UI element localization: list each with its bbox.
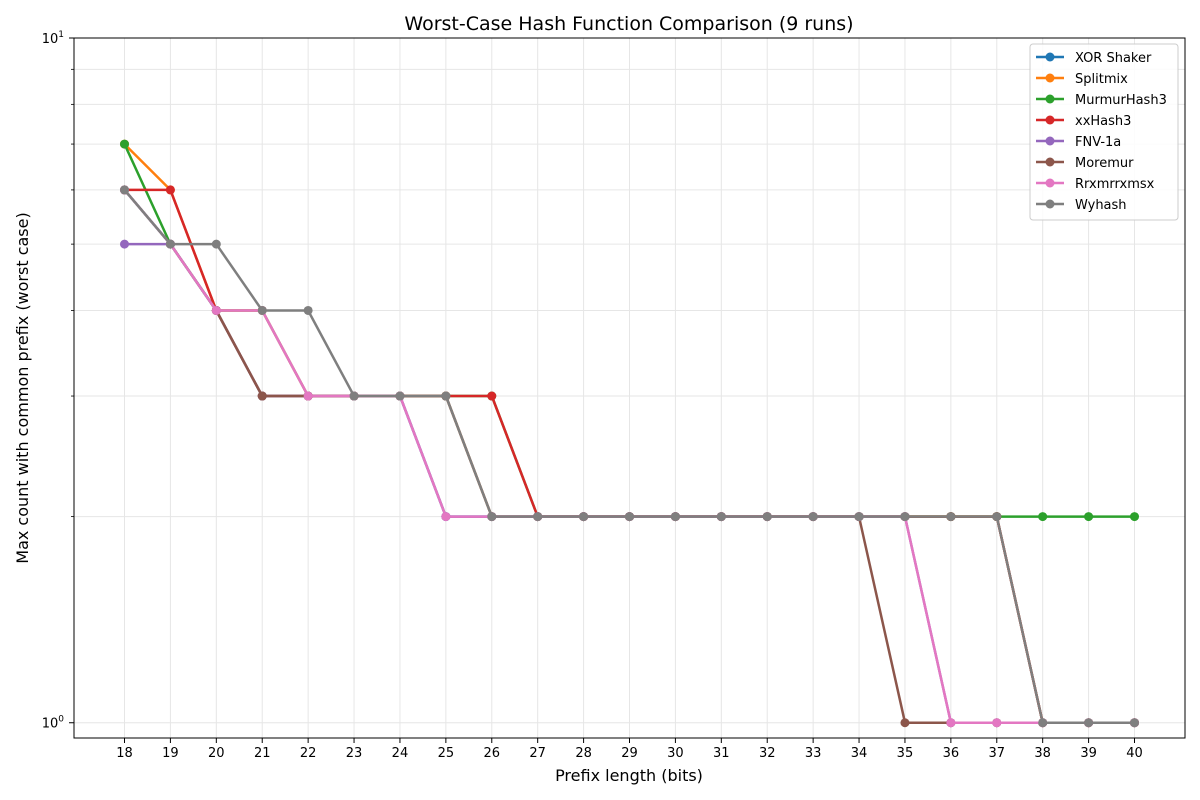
- legend-label: Splitmix: [1075, 72, 1128, 87]
- series-7: [120, 185, 1139, 728]
- data-point: [487, 391, 497, 401]
- x-tick-label: 29: [621, 746, 638, 761]
- data-point: [165, 239, 175, 249]
- data-point: [625, 512, 634, 522]
- data-point: [1130, 512, 1139, 522]
- legend-label: Rrxmrrxmsx: [1075, 177, 1155, 192]
- x-tick-label: 28: [575, 746, 592, 761]
- y-tick-label: 100: [42, 715, 65, 732]
- x-tick-label: 32: [759, 746, 776, 761]
- legend-item: Wyhash: [1036, 198, 1127, 213]
- y-tick-label: 101: [42, 30, 64, 47]
- x-tick-label: 23: [346, 746, 363, 761]
- data-point: [808, 512, 818, 522]
- data-point: [257, 391, 267, 401]
- data-point: [900, 512, 910, 522]
- legend-swatch-marker: [1045, 178, 1055, 188]
- data-point: [946, 512, 956, 522]
- data-point: [120, 139, 129, 149]
- data-point: [579, 512, 589, 522]
- x-tick-label: 26: [483, 746, 500, 761]
- legend-label: MurmurHash3: [1075, 93, 1167, 108]
- x-tick-label: 30: [667, 746, 684, 761]
- data-point: [992, 718, 1002, 728]
- x-tick-label: 20: [208, 746, 225, 761]
- legend-swatch-marker: [1045, 157, 1055, 167]
- legend-item: XOR Shaker: [1036, 51, 1152, 66]
- data-point: [303, 391, 313, 401]
- data-point: [441, 512, 451, 522]
- data-point: [533, 512, 543, 522]
- data-point: [303, 305, 313, 315]
- chart-title: Worst-Case Hash Function Comparison (9 r…: [404, 13, 853, 35]
- data-point: [1084, 512, 1094, 522]
- data-point: [716, 512, 726, 522]
- x-tick-label: 22: [300, 746, 317, 761]
- x-tick-label: 27: [529, 746, 546, 761]
- legend-label: Wyhash: [1075, 198, 1127, 213]
- x-tick-label: 19: [162, 746, 179, 761]
- data-point: [762, 512, 772, 522]
- legend-swatch-marker: [1045, 52, 1055, 62]
- legend-swatch-marker: [1045, 73, 1055, 83]
- data-point: [1084, 718, 1094, 728]
- x-tick-label: 38: [1034, 746, 1051, 761]
- legend-item: Moremur: [1036, 156, 1134, 171]
- legend-box: [1029, 43, 1179, 221]
- x-tick-label: 35: [897, 746, 914, 761]
- legend-label: xxHash3: [1075, 114, 1131, 129]
- legend-swatch-marker: [1045, 94, 1055, 104]
- series-layer: [120, 139, 1139, 728]
- x-tick-label: 37: [988, 746, 1005, 761]
- x-tick-label: 25: [438, 746, 455, 761]
- data-point: [349, 391, 359, 401]
- x-tick-label: 36: [943, 746, 960, 761]
- x-axis-label: Prefix length (bits): [555, 766, 703, 785]
- legend-item: Rrxmrrxmsx: [1036, 177, 1155, 192]
- grid-lines: [74, 37, 1185, 738]
- data-point: [211, 305, 221, 315]
- axis-ticks: 18 19 20 21 22 23 24 25 26 27 28 29 30 31 32 33 34 35 36 37…: [42, 30, 1143, 761]
- legend-item: FNV-1a: [1036, 135, 1121, 150]
- data-point: [257, 305, 267, 315]
- x-tick-label: 34: [851, 746, 868, 761]
- data-point: [120, 239, 129, 249]
- data-point: [211, 239, 221, 249]
- x-tick-label: 31: [713, 746, 730, 761]
- legend-swatch-marker: [1045, 115, 1055, 125]
- legend-swatch-marker: [1045, 136, 1055, 146]
- data-point: [992, 512, 1002, 522]
- legend: XOR Shaker Splitmix MurmurHash3 xxHash3 FNV-…: [1029, 43, 1179, 221]
- legend-item: xxHash3: [1036, 114, 1131, 129]
- data-point: [1038, 718, 1048, 728]
- data-point: [854, 512, 864, 522]
- x-tick-label: 33: [805, 746, 822, 761]
- legend-item: MurmurHash3: [1036, 93, 1167, 108]
- legend-swatch-marker: [1045, 199, 1055, 209]
- legend-label: FNV-1a: [1075, 135, 1121, 150]
- data-point: [165, 185, 175, 195]
- data-point: [670, 512, 680, 522]
- x-tick-label: 39: [1080, 746, 1097, 761]
- x-tick-label: 40: [1126, 746, 1143, 761]
- x-tick-label: 18: [116, 746, 133, 761]
- data-point: [441, 391, 451, 401]
- legend-item: Splitmix: [1036, 72, 1128, 87]
- data-point: [1038, 512, 1048, 522]
- data-point: [120, 185, 129, 195]
- x-tick-label: 24: [392, 746, 409, 761]
- legend-label: Moremur: [1075, 156, 1134, 171]
- data-point: [946, 718, 956, 728]
- legend-label: XOR Shaker: [1075, 51, 1152, 66]
- data-point: [487, 512, 497, 522]
- data-point: [395, 391, 405, 401]
- data-point: [1130, 718, 1139, 728]
- y-axis-label: Max count with common prefix (worst case…: [13, 212, 32, 563]
- data-point: [900, 718, 910, 728]
- x-tick-label: 21: [254, 746, 271, 761]
